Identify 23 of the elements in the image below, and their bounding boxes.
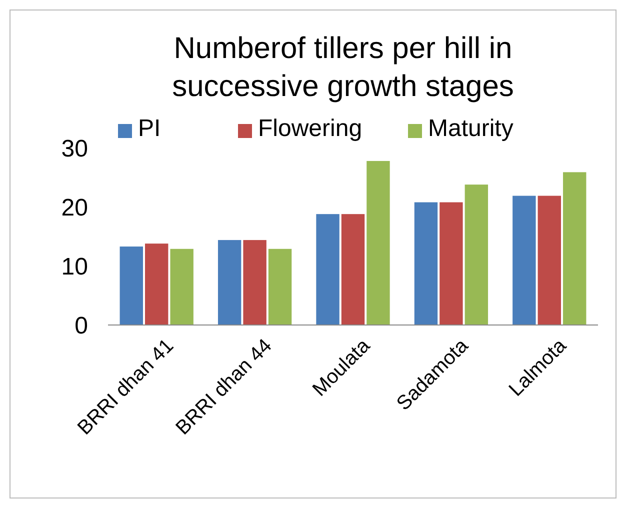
- bar: [538, 196, 561, 325]
- bar: [268, 248, 292, 325]
- bar: [366, 160, 390, 325]
- legend-label: Maturity: [428, 115, 514, 142]
- y-tick-label: 10: [61, 253, 88, 280]
- chart-title: Numberof tillers per hill in successive growth stages: [172, 32, 514, 103]
- y-tick-label: 20: [61, 194, 88, 222]
- bar: [145, 244, 168, 325]
- bar: [563, 172, 586, 325]
- bar: [316, 214, 340, 325]
- legend-label: Flowering: [258, 115, 362, 142]
- bar: [464, 184, 488, 325]
- bar: [120, 246, 143, 325]
- bar: [218, 240, 242, 325]
- bar: [414, 202, 438, 325]
- bar: [512, 196, 536, 325]
- y-tick-label: 0: [74, 312, 88, 340]
- bar: [170, 248, 194, 325]
- legend-label: PI: [138, 115, 161, 142]
- bar: [440, 202, 463, 325]
- bar: [341, 214, 365, 325]
- y-tick-label: 30: [61, 135, 88, 162]
- bar: [243, 240, 266, 325]
